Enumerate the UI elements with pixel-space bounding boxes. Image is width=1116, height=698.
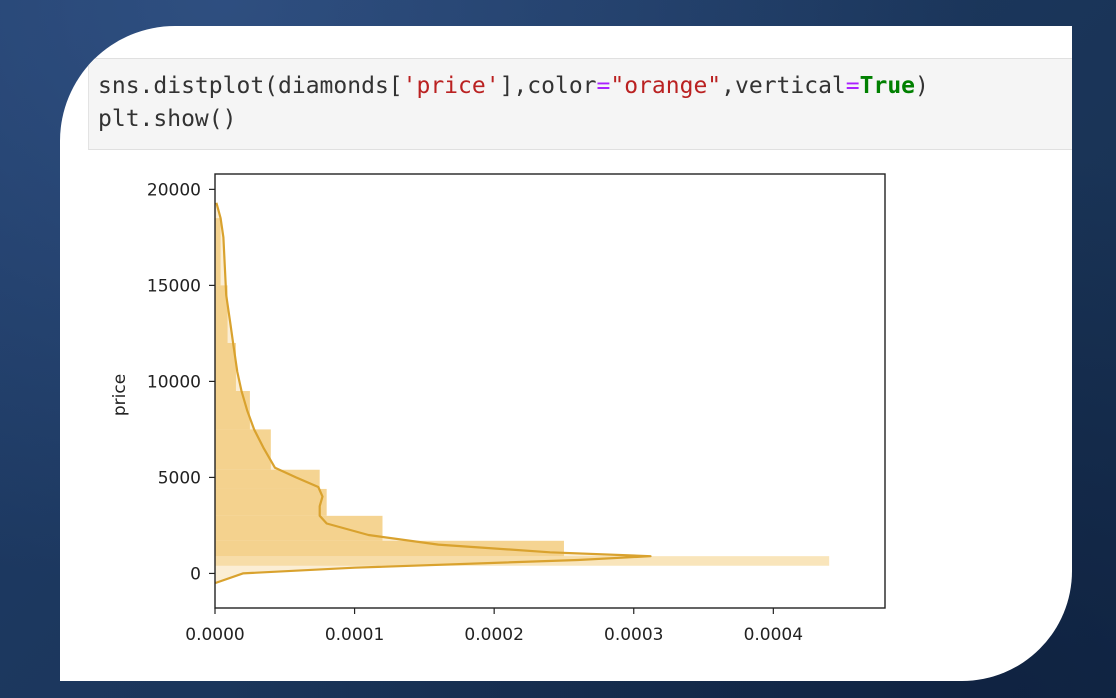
histogram-bar <box>215 218 221 286</box>
kde-group <box>215 202 652 585</box>
x-tick-label: 0.0002 <box>464 625 523 645</box>
y-tick-label: 5000 <box>158 468 201 488</box>
histogram-bar <box>215 342 236 391</box>
y-ticks: 0 5000 10000 15000 20000 <box>147 180 215 584</box>
histogram-bar <box>215 469 320 489</box>
y-tick-label: 20000 <box>147 180 201 200</box>
kde-fill <box>215 202 651 584</box>
histogram-bar <box>215 515 383 541</box>
code-cell[interactable]: sns.distplot(diamonds['price'],color="or… <box>88 58 1072 150</box>
x-tick-label: 0.0000 <box>185 625 244 645</box>
histogram-bar <box>215 429 271 470</box>
code-line-2: plt.show() <box>98 106 237 132</box>
x-ticks: 0.0000 0.0001 0.0002 0.0003 0.0004 <box>185 608 803 645</box>
plot-frame <box>214 173 886 609</box>
y-tick-label: 15000 <box>147 276 201 296</box>
x-tick-label: 0.0004 <box>744 625 803 645</box>
kde-line <box>215 202 652 585</box>
y-tick-label: 10000 <box>147 372 201 392</box>
x-tick-label: 0.0003 <box>604 625 663 645</box>
histogram-bar <box>215 540 564 557</box>
x-tick-label: 0.0001 <box>325 625 384 645</box>
histogram-bar <box>215 285 228 343</box>
y-axis-label: price <box>110 374 130 416</box>
code-line-1: sns.distplot(diamonds['price'],color="or… <box>98 73 929 99</box>
y-tick-label: 0 <box>190 564 201 584</box>
histogram-bar <box>215 488 327 516</box>
